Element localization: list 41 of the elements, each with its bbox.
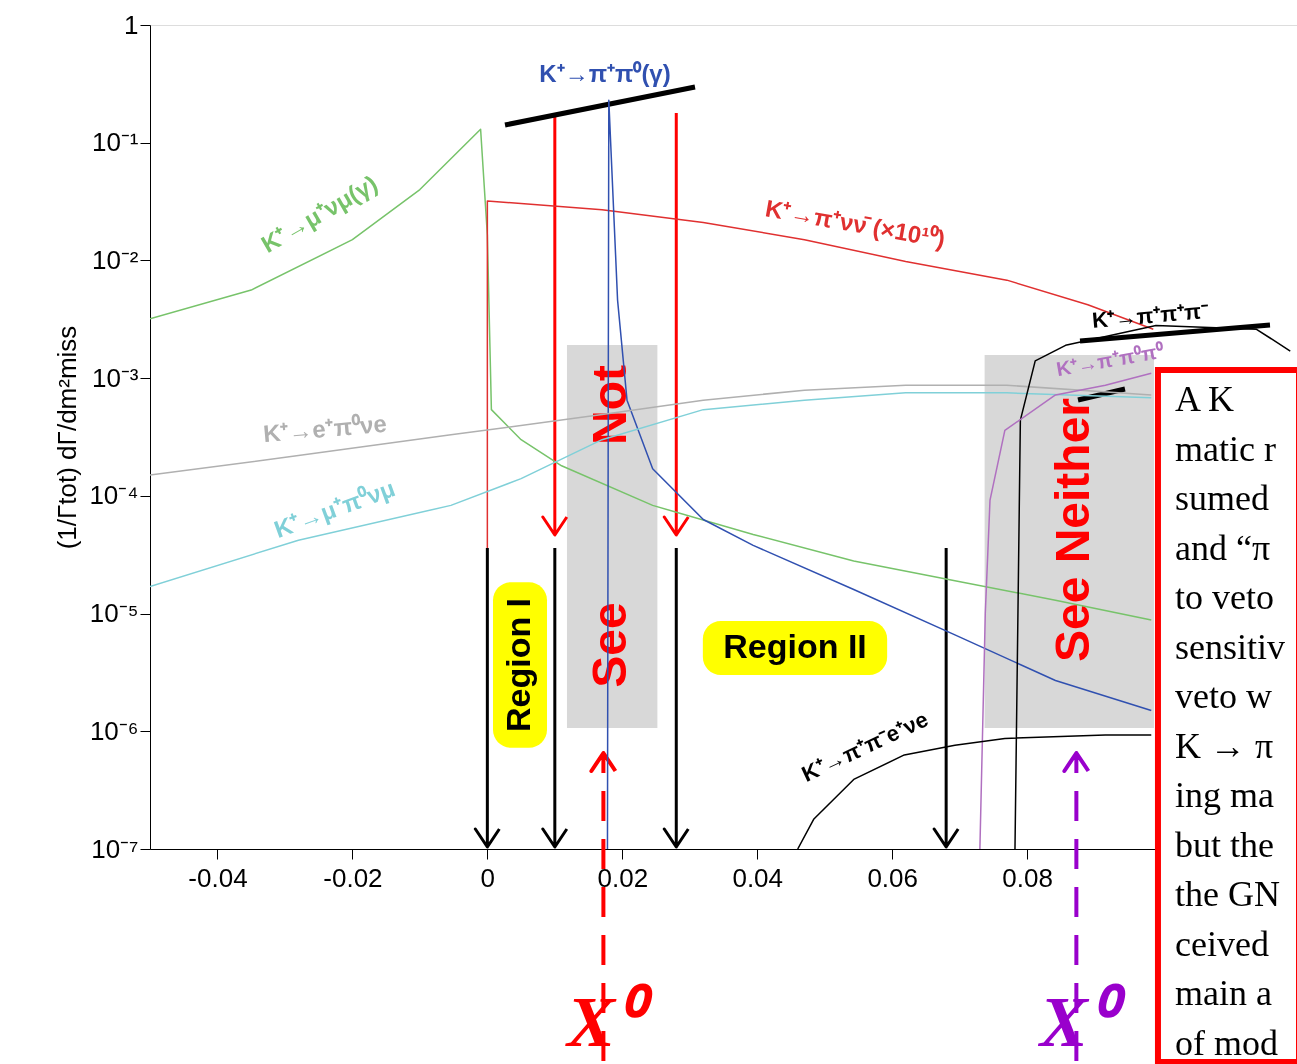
text: the GN [1175,874,1280,914]
annotation: A K [1175,379,1235,419]
x-tick-label: 0.08 [1002,862,1053,893]
annotation: sensitiv [1175,626,1286,667]
annotation: and “π [1175,527,1271,568]
annotation: to veto [1175,577,1274,617]
annotation: Region II [723,627,867,665]
y-tick-label: 10⁻⁴ [89,480,139,511]
y-tick-label: 10⁻⁵ [89,598,139,629]
y-tick-label: 10⁻¹ [91,127,139,158]
annotation: sumed [1175,478,1269,518]
y-tick-label: 1 [124,9,139,40]
annotation: but the [1175,824,1274,865]
x-tick-label: 0.04 [732,862,784,893]
y-tick-label: 10⁻³ [91,362,139,393]
annotation: ing ma [1175,775,1274,815]
ref-line-label: X⁰ [1037,982,1127,1062]
annotation: See Neither [1046,397,1099,663]
annotation: K → π [1175,725,1274,766]
annotation: Not [583,365,636,445]
text: main a [1175,973,1272,1013]
annotation: veto w [1175,676,1272,716]
x-tick-label: 0.06 [867,862,918,893]
series-label: K⁺→e⁺π⁰νe [262,409,388,448]
text: ceived [1175,923,1269,964]
y-tick-label: 10⁻² [91,244,139,275]
x-tick-label: -0.04 [188,862,248,893]
series-label: K⁺→π⁺π⁰(γ) [539,60,671,87]
x-tick-label: -0.02 [323,862,383,893]
y-tick-label: 10⁻⁶ [89,715,139,746]
series-label: K⁺→π⁺π⁺π⁻ [1090,297,1211,334]
x-tick-label: 0 [480,862,496,893]
text: K⁺→π⁺νν̄ (×10¹⁰) [763,194,948,253]
annotation: Region I [499,597,537,733]
annotation: See [583,602,636,688]
y-axis-title: (1/Γtot) dΓ/dm²miss [52,325,83,550]
text: of mod [1175,1022,1278,1063]
y-tick-label: 10⁻⁷ [91,833,139,864]
ref-line-label: X⁰ [564,982,654,1062]
x-tick-label: 0.02 [597,862,649,893]
annotation: matic r [1175,428,1276,469]
